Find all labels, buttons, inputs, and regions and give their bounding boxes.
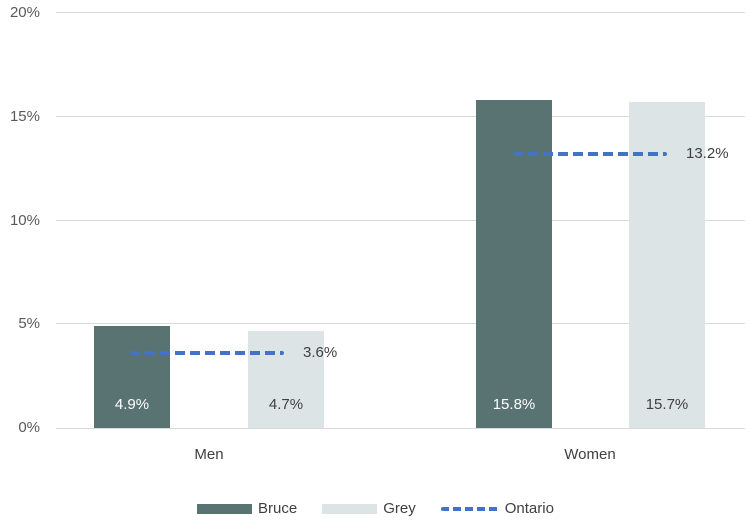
bar-data-label: 4.7% [268, 396, 304, 413]
bar-women-bruce[interactable]: 15.8% [476, 100, 552, 428]
y-axis-tick-label: 10% [9, 211, 40, 229]
ontario-refline-men[interactable] [130, 351, 284, 356]
legend-item-bruce[interactable]: Bruce [197, 500, 297, 518]
category-label-men: Men [194, 446, 224, 463]
y-axis-tick-label: 5% [18, 315, 40, 333]
y-axis-tick-label: 0% [18, 419, 40, 436]
legend-item-grey[interactable]: Grey [322, 500, 416, 518]
bar-data-label: 4.9% [114, 396, 150, 413]
legend-item-ontario[interactable]: Ontario [440, 500, 554, 518]
bar-data-label: 15.8% [492, 396, 536, 413]
plot-area: 4.9% 4.7% 15.8% 15.7% 3.6% 13.2% [56, 12, 745, 429]
bar-data-label: 15.7% [645, 396, 689, 413]
ontario-value-label-men: 3.6% [303, 344, 338, 362]
bar-women-grey[interactable]: 15.7% [629, 102, 705, 428]
gridline [56, 219, 745, 221]
legend-label-grey: Grey [383, 500, 416, 517]
gridline [56, 12, 745, 13]
bar-men-bruce[interactable]: 4.9% [94, 326, 170, 428]
bar-men-grey[interactable]: 4.7% [248, 330, 324, 428]
bruce-series-swatch-icon [197, 504, 253, 514]
legend-label-bruce: Bruce [258, 500, 298, 517]
gridline [56, 323, 745, 325]
ontario-value-label-women: 13.2% [686, 145, 729, 163]
gridline [56, 115, 745, 117]
ontario-refline-women[interactable] [513, 152, 667, 157]
ontario-dashed-line-icon [440, 507, 499, 511]
grey-series-swatch-icon [322, 504, 378, 514]
y-axis-tick-label: 15% [9, 107, 40, 125]
y-axis-tick-label: 20% [9, 4, 40, 21]
legend: Bruce Grey Ontario [0, 500, 751, 518]
legend-label-ontario: Ontario [504, 500, 554, 517]
category-label-women: Women [564, 446, 616, 463]
